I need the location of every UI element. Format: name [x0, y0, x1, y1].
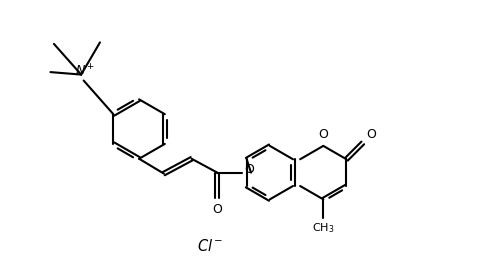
Text: O: O	[212, 203, 222, 216]
Text: Cl$^-$: Cl$^-$	[197, 239, 223, 254]
Text: O: O	[244, 163, 255, 176]
Text: O: O	[319, 128, 328, 141]
Text: O: O	[366, 128, 376, 141]
Text: $N^+$: $N^+$	[75, 63, 95, 78]
Text: CH$_3$: CH$_3$	[312, 222, 335, 236]
